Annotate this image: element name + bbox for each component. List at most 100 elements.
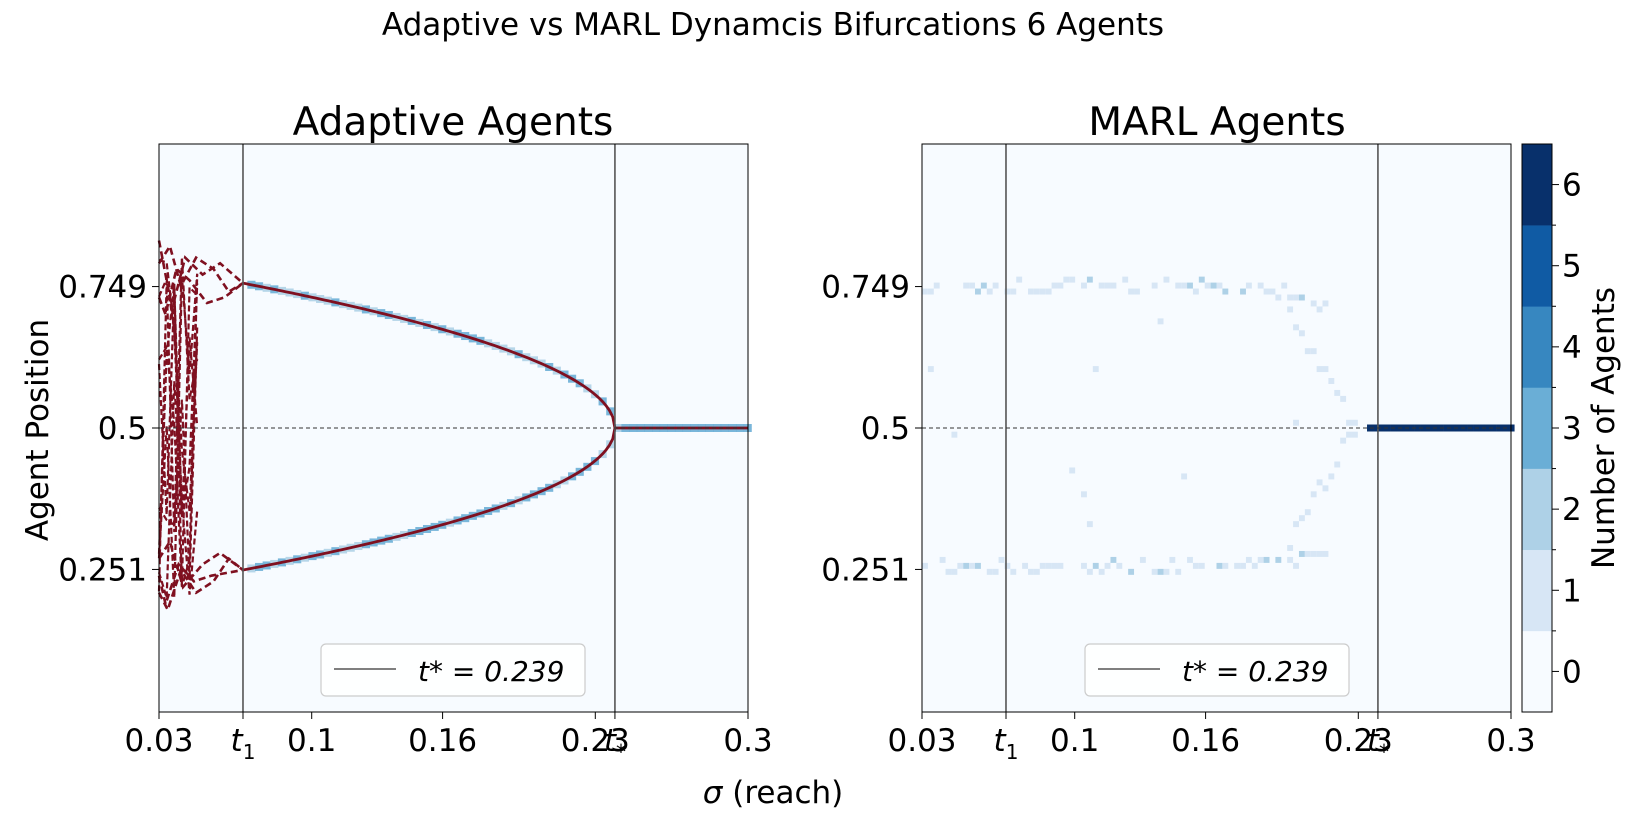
histogram-cell	[1275, 294, 1282, 301]
histogram-cell-converged	[1490, 424, 1497, 432]
histogram-cell-converged	[1420, 424, 1427, 432]
histogram-cell	[1134, 288, 1140, 295]
x-tick-label: 0.1	[1050, 723, 1099, 759]
histogram-cell	[1198, 276, 1205, 283]
panel-title-marl: MARL Agents	[1088, 100, 1345, 145]
histogram-cell	[1310, 348, 1317, 355]
histogram-cell	[1293, 294, 1299, 301]
colorbar-segment	[1522, 225, 1552, 307]
histogram-cell	[963, 562, 970, 569]
histogram-cell	[1334, 461, 1341, 468]
histogram-cell	[1334, 389, 1341, 396]
histogram-cell	[1304, 550, 1311, 557]
y-tick-label: 0.251	[58, 552, 147, 588]
colorbar-segment	[1522, 306, 1552, 388]
histogram-cell	[1257, 556, 1264, 563]
histogram-cell	[963, 282, 970, 289]
reference-lines-marl	[922, 144, 1511, 712]
histogram-cell	[1057, 282, 1064, 289]
marl-panel: MARL Agents 0.03 t1 0.1 0.16 0.23t* 0.30.2510…	[821, 100, 1535, 764]
histogram-cell-converged	[1449, 424, 1456, 432]
y-tick-label: 0.251	[821, 552, 910, 588]
histogram-cell	[1351, 419, 1358, 426]
y-tick-label: 0.749	[821, 270, 910, 306]
histogram-cell	[1346, 419, 1352, 426]
y-tick-label: 0.5	[861, 411, 910, 447]
histogram-cell-converged	[1414, 424, 1421, 432]
histogram-cell	[1151, 282, 1158, 289]
transient-trajectory	[157, 556, 244, 614]
x-tick-label: 0.16	[1171, 723, 1240, 759]
histogram-cell	[1216, 562, 1223, 569]
histogram-cell	[1163, 568, 1170, 575]
histogram-cell	[1310, 491, 1317, 498]
sigma-symbol: σ	[703, 775, 724, 811]
histogram-cell	[1310, 300, 1317, 307]
transient-trajectory	[157, 561, 244, 609]
transient-trajectory	[157, 538, 244, 590]
histogram-cell	[969, 282, 976, 289]
histogram-cell	[975, 562, 981, 569]
colorbar-segment	[1522, 387, 1552, 469]
histogram-cell	[1187, 556, 1193, 563]
histogram-cell	[1081, 282, 1087, 289]
histogram-cell	[1122, 276, 1129, 283]
histogram-cell	[1104, 282, 1111, 289]
x-tick-label: 0.03	[887, 723, 956, 759]
axis-ticks-marl: 0.03 t1 0.1 0.16 0.23t* 0.3 0.251 0.5 0.749	[821, 270, 1535, 764]
histogram-cell	[1010, 568, 1017, 575]
transient-trajectory	[158, 259, 199, 512]
histogram-cell	[1234, 562, 1241, 569]
histogram-cell	[1098, 568, 1105, 575]
histogram-cell	[1298, 294, 1305, 301]
transient-trajectory	[158, 274, 199, 588]
transient-trajectory	[157, 283, 198, 586]
histogram-cell	[1293, 419, 1299, 426]
y-tick-label: 0.5	[98, 411, 147, 447]
histogram-cell	[1245, 556, 1252, 563]
histogram-cell	[1287, 545, 1294, 551]
histogram-cell	[1181, 473, 1188, 480]
histogram-cell	[1010, 288, 1017, 295]
histogram-cell-converged	[1443, 424, 1450, 432]
histogram-cell	[1033, 288, 1040, 295]
histogram-cell	[1039, 288, 1046, 295]
histogram-cell	[986, 288, 993, 295]
histogram-cell	[1287, 556, 1294, 563]
histogram-cell	[945, 568, 952, 575]
histogram-cell	[951, 431, 958, 438]
histogram-cell	[1340, 395, 1347, 402]
histogram-cell	[1322, 366, 1329, 373]
histogram-cell	[1310, 550, 1317, 557]
histogram-cell	[1322, 550, 1329, 557]
x-tick-label: 0.1	[287, 723, 336, 759]
histogram-cell	[1104, 562, 1111, 569]
histogram-cell	[1016, 276, 1023, 283]
histogram-cell	[1216, 282, 1223, 289]
histogram-cell	[975, 288, 981, 295]
colorbar-segment	[1522, 468, 1552, 551]
histogram-cell	[922, 562, 928, 569]
histogram-cell	[1222, 562, 1229, 569]
histogram-cell	[1139, 556, 1146, 563]
histogram-cell	[1175, 568, 1182, 575]
histogram-cell	[1069, 467, 1076, 474]
x-tick-label: 0.23	[561, 723, 630, 759]
histogram-cell	[1204, 282, 1211, 289]
legend-box-adaptive	[320, 643, 586, 697]
colorbar-tick-label: 3	[1562, 411, 1582, 447]
histogram-cell	[1157, 318, 1164, 325]
histogram-cell	[1298, 330, 1305, 337]
transient-trajectory	[158, 327, 199, 581]
x-tick-label: 0.3	[723, 723, 772, 759]
histogram-cell	[1240, 288, 1246, 295]
legend-marl: t* = 0.239	[1084, 643, 1350, 697]
histogram-cell	[1110, 556, 1117, 563]
x-tick-label: 0.03	[124, 723, 193, 759]
histogram-cell	[1245, 282, 1252, 289]
histogram-cell	[1298, 515, 1305, 522]
legend-adaptive: t* = 0.239	[320, 643, 586, 697]
histogram-cell	[927, 366, 934, 373]
histogram-cell	[1086, 568, 1093, 575]
